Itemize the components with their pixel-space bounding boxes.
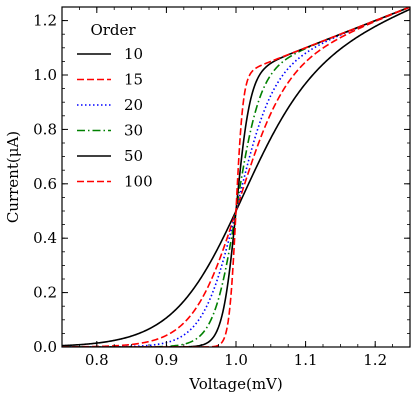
series-layer (62, 7, 410, 347)
y-tick-label: 1.0 (33, 66, 57, 84)
legend-label-100: 100 (124, 173, 153, 191)
legend-label-10: 10 (124, 45, 143, 63)
ticks-layer: 0.8 0.9 1.0 1.1 1.2 0.0 0.2 0.4 0.6 0.8 1.0 1.2 (33, 6, 411, 369)
x-axis-title: Voltage(mV) (188, 375, 283, 393)
y-tick-label: 0.6 (33, 175, 57, 193)
legend-label-50: 50 (124, 147, 143, 165)
y-tick-label: 1.2 (33, 12, 57, 30)
legend-title: Order (90, 21, 136, 39)
y-axis-title: Current(μA) (4, 131, 22, 223)
y-tick-label: 0.8 (33, 120, 57, 138)
x-tick-label: 1.1 (294, 351, 318, 369)
legend: Order 10 15 20 30 50 100 (77, 21, 153, 191)
x-tick-label: 0.9 (154, 351, 178, 369)
series-line-10 (62, 8, 410, 347)
y-tick-label: 0.2 (33, 284, 57, 302)
series-line-50 (62, 7, 410, 347)
series-line-100 (62, 7, 410, 347)
plot-frame (61, 6, 411, 348)
series-line-20 (62, 7, 410, 347)
y-tick-label: 0.4 (33, 229, 57, 247)
x-tick-label: 1.0 (224, 351, 248, 369)
series-line-30 (62, 7, 410, 347)
legend-label-30: 30 (124, 122, 143, 140)
legend-label-20: 20 (124, 96, 143, 114)
legend-label-15: 15 (124, 71, 143, 89)
x-tick-label: 0.8 (85, 351, 109, 369)
series-line-15 (62, 7, 410, 347)
x-tick-label: 1.2 (363, 351, 387, 369)
y-tick-label: 0.0 (33, 338, 57, 356)
